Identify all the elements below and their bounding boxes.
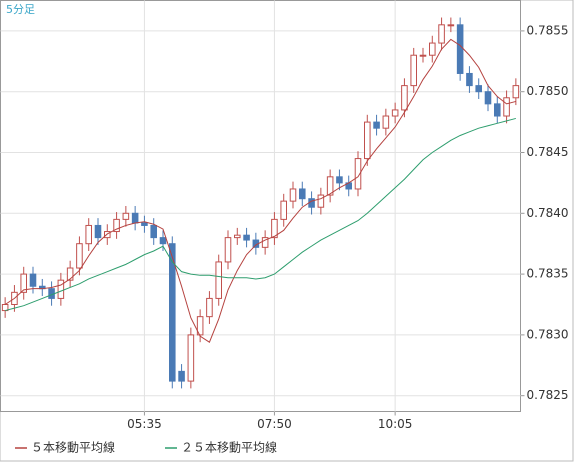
candle-body (85, 224, 93, 245)
candle-body (317, 194, 325, 208)
ma-line (5, 117, 516, 312)
candle-body (484, 91, 492, 105)
ma-line (4, 38, 516, 343)
candle-body (1, 303, 9, 312)
candle-body (178, 370, 185, 382)
candle-body (131, 212, 139, 224)
candle-body (187, 334, 195, 382)
candle-body (364, 121, 371, 160)
y-tick-label: 0.7835 (527, 267, 569, 281)
candle-body (150, 224, 158, 239)
candle-body (29, 273, 37, 287)
y-tick-label: 0.7845 (527, 145, 569, 159)
candle-body (401, 85, 408, 111)
candle-body (438, 24, 445, 44)
y-tick-label: 0.7825 (527, 388, 569, 402)
chart-title: 5分足 (6, 3, 35, 16)
candle-body (336, 176, 343, 184)
candle-body (299, 188, 306, 200)
y-tick-label: 0.7840 (527, 206, 569, 220)
candle-body (94, 224, 102, 239)
legend-label: ５本移動平均線 (31, 440, 115, 455)
plot-area (0, 0, 521, 412)
legend-label: ２５本移動平均線 (181, 440, 277, 455)
candle-body (466, 72, 473, 87)
candle-body (429, 42, 436, 56)
candle-body (224, 237, 232, 263)
candle-body (57, 279, 65, 299)
candle-body (122, 212, 130, 220)
candle-body (271, 218, 278, 239)
candle-body (261, 237, 269, 248)
x-tick-label: 07:50 (257, 417, 292, 431)
candle-body (475, 85, 482, 93)
candle-body (113, 218, 120, 233)
candle-body (410, 54, 417, 87)
candle-body (391, 109, 399, 117)
candle-body (141, 222, 148, 226)
candle-body (66, 267, 74, 281)
candle-body (503, 97, 510, 117)
candle-body (169, 243, 176, 382)
candle-body (354, 158, 362, 190)
candle-body (280, 200, 287, 220)
candle-body (234, 234, 241, 239)
candle-body (382, 115, 390, 129)
candle-body (159, 237, 167, 245)
x-tick-label: 10:05 (378, 417, 413, 431)
y-tick-label: 0.7855 (527, 23, 569, 37)
candle-body (289, 188, 297, 202)
candle-body (419, 54, 427, 57)
candle-body (456, 24, 464, 74)
candle-body (76, 243, 83, 269)
candle-body (326, 176, 334, 196)
candle-body (512, 85, 520, 99)
candle-body (196, 316, 204, 336)
candle-body (20, 273, 27, 293)
candle-body (373, 121, 380, 129)
candle-body (206, 297, 213, 318)
y-tick-label: 0.7830 (527, 327, 569, 341)
y-tick-label: 0.7850 (527, 84, 569, 98)
candle-body (447, 24, 455, 27)
candle-body (215, 261, 223, 299)
x-tick-label: 05:35 (127, 417, 162, 431)
candle-body (243, 234, 250, 241)
candle-body (494, 103, 501, 117)
